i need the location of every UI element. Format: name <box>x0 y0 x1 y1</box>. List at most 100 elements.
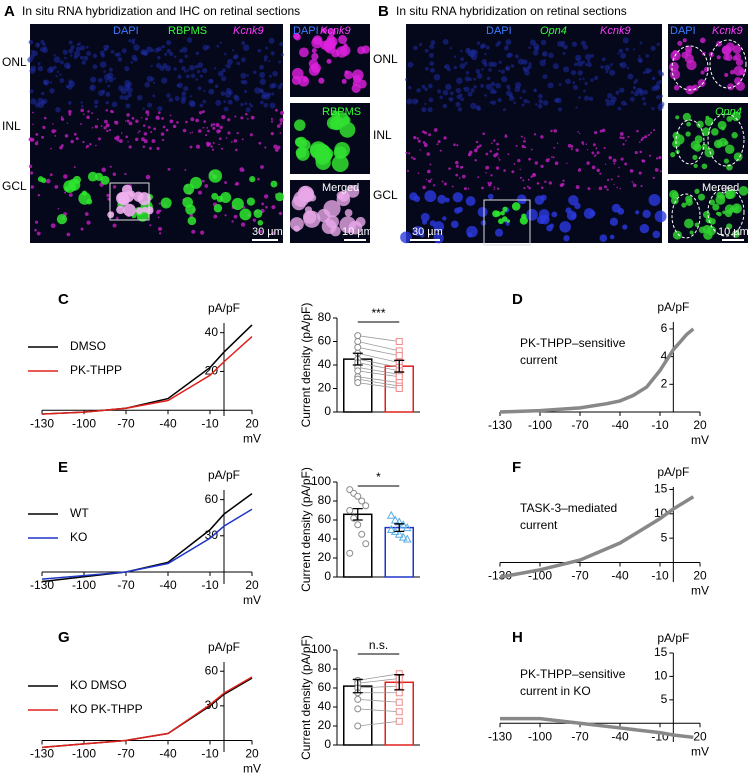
stain-dot <box>195 144 201 149</box>
stain-dot <box>500 210 505 216</box>
stain-dot <box>645 53 650 58</box>
stain-dot <box>471 54 474 58</box>
stain-dot <box>640 185 643 188</box>
stain-dot <box>619 187 621 190</box>
stain-dot <box>405 151 408 154</box>
stain-dot <box>522 179 525 182</box>
stain-dot <box>724 144 735 154</box>
stain-dot <box>559 221 571 233</box>
stain-dot <box>696 120 704 129</box>
stain-dot <box>429 163 432 166</box>
stain-dot <box>121 48 127 54</box>
x-tick-label: -100 <box>528 418 552 432</box>
stain-dot <box>657 69 662 74</box>
stain-dot <box>118 139 123 144</box>
stain-dot <box>734 77 742 85</box>
legend-label: KO DMSO <box>70 678 127 692</box>
pair-line <box>357 358 400 368</box>
stain-dot <box>80 55 84 60</box>
stain-dot <box>437 89 442 94</box>
y-tick-label: 40 <box>318 357 332 371</box>
stain-dot <box>648 194 661 206</box>
stain-dot <box>586 161 590 165</box>
stain-dot <box>240 57 246 63</box>
stain-dot <box>412 157 416 161</box>
stain-dot <box>341 78 347 84</box>
stain-dot <box>423 143 428 147</box>
stain-dot <box>68 109 72 114</box>
stain-dot <box>83 113 85 115</box>
stain-dot <box>427 179 432 183</box>
data-point <box>354 695 362 703</box>
stain-dot <box>604 163 607 166</box>
stain-dot <box>643 89 648 95</box>
stain-dot <box>75 46 81 52</box>
stain-dot <box>577 96 581 99</box>
stain-dot <box>470 88 475 93</box>
stain-dot <box>199 103 204 108</box>
stain-dot <box>62 49 68 55</box>
stain-dot <box>241 138 244 141</box>
stain-dot <box>31 111 34 114</box>
stain-dot <box>151 139 156 143</box>
stain-dot <box>647 134 650 136</box>
stain-dot <box>177 82 183 89</box>
stain-dot <box>29 89 34 94</box>
stain-dot <box>157 216 160 219</box>
stain-dot <box>326 58 332 64</box>
y-tick-label: 0 <box>324 737 331 751</box>
stain-dot <box>198 129 202 133</box>
stain-dot <box>259 100 264 105</box>
stain-dot <box>437 140 441 144</box>
stain-dot <box>639 223 650 234</box>
data-point <box>395 338 403 345</box>
stain-dot <box>28 39 34 45</box>
stain-dot <box>658 107 663 112</box>
pair-line <box>357 673 400 681</box>
y-tick-label: 0 <box>324 569 331 583</box>
stain-dot <box>206 143 210 147</box>
stain-dot <box>191 229 196 234</box>
stain-dot <box>87 171 98 182</box>
stain-dot <box>86 220 91 225</box>
stain-dot <box>213 214 218 219</box>
stain-dot <box>112 185 117 189</box>
stain-dot <box>624 102 628 106</box>
stain-dot <box>513 101 517 105</box>
stain-dot <box>489 100 493 104</box>
stain-dot <box>588 96 594 102</box>
stain-dot <box>608 155 612 160</box>
stain-dot <box>493 186 496 188</box>
stain-dot <box>528 62 532 66</box>
stain-dot <box>143 139 148 144</box>
stain-dot <box>635 210 640 215</box>
stain-dot <box>642 209 651 219</box>
stain-dot <box>451 185 454 188</box>
y-unit: pA/pF <box>208 301 240 315</box>
panel-label: E <box>58 459 68 476</box>
stain-dot <box>186 37 193 43</box>
stain-dot <box>450 220 459 229</box>
panel-label: F <box>512 459 521 476</box>
stain-dot <box>622 143 625 146</box>
stain-dot <box>495 42 500 47</box>
stain-dot <box>274 148 279 152</box>
x-tick-label: -40 <box>611 418 629 432</box>
cell-outline <box>671 193 701 239</box>
stain-dot <box>126 113 130 117</box>
stain-dot <box>455 173 459 177</box>
stain-dot <box>599 172 602 175</box>
stain-dot <box>584 53 592 61</box>
x-unit: mV <box>243 593 261 607</box>
pair-line <box>357 708 400 713</box>
stain-dot <box>50 223 56 229</box>
stain-dot <box>523 98 528 104</box>
x-tick-label: -130 <box>30 416 54 430</box>
layer-label: GCL <box>2 179 27 193</box>
stain-dot <box>694 188 700 194</box>
stain-dot <box>692 154 698 160</box>
stain-dot <box>270 180 278 188</box>
stain-dot <box>52 123 54 125</box>
stain-dot <box>86 50 92 56</box>
